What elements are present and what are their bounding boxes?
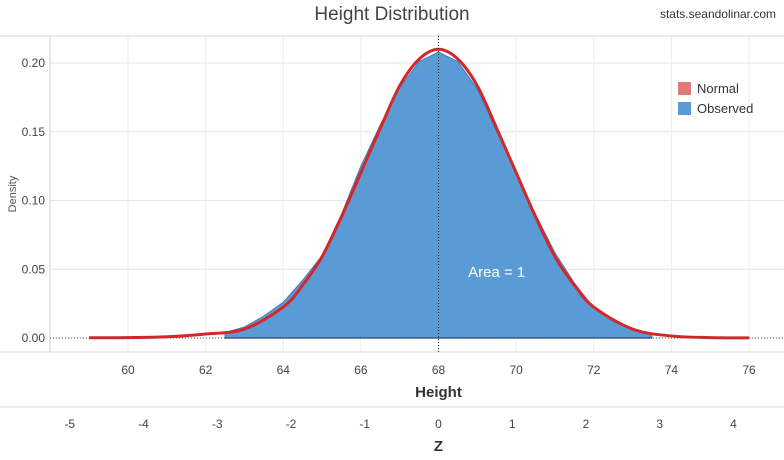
x-axis-title: Height xyxy=(415,384,462,401)
legend-swatch-normal[interactable] xyxy=(678,82,691,95)
z-axis-title: Z xyxy=(434,438,443,455)
z-tick-labels: -5 -4 -3 -2 -1 0 1 2 3 4 xyxy=(64,417,737,431)
legend[interactable]: Normal Observed xyxy=(678,81,753,116)
normal-line-layer xyxy=(89,47,750,340)
axes xyxy=(0,35,784,408)
legend-label-normal[interactable]: Normal xyxy=(697,81,739,96)
x-tick-label: 68 xyxy=(432,363,446,377)
x-tick-labels: 60 62 64 66 68 70 72 74 76 xyxy=(121,363,756,377)
x-tick-label: 62 xyxy=(199,363,213,377)
area-annotation: Area = 1 xyxy=(468,264,525,281)
chart-title: Height Distribution xyxy=(314,4,470,25)
z-tick-label: 3 xyxy=(656,417,663,431)
x-tick-label: 74 xyxy=(665,363,679,377)
x-tick-label: 60 xyxy=(121,363,135,377)
z-tick-label: -5 xyxy=(64,417,75,431)
legend-swatch-observed[interactable] xyxy=(678,102,691,115)
legend-label-observed[interactable]: Observed xyxy=(697,101,753,116)
z-tick-label: 2 xyxy=(583,417,590,431)
y-tick-label: 0.10 xyxy=(22,194,46,208)
source-label: stats.seandolinar.com xyxy=(659,7,776,21)
z-tick-label: -2 xyxy=(286,417,297,431)
z-tick-label: -3 xyxy=(212,417,223,431)
x-tick-label: 72 xyxy=(587,363,601,377)
y-tick-labels: 0.00 0.05 0.10 0.15 0.20 xyxy=(22,56,46,345)
z-tick-label: -1 xyxy=(359,417,370,431)
y-axis-title: Density xyxy=(7,175,19,212)
normal-line xyxy=(89,47,750,340)
z-tick-label: 0 xyxy=(435,417,442,431)
z-tick-label: -4 xyxy=(138,417,149,431)
x-tick-label: 66 xyxy=(354,363,368,377)
z-tick-label: 4 xyxy=(730,417,737,431)
y-tick-label: 0.00 xyxy=(22,331,46,345)
z-tick-label: 1 xyxy=(509,417,516,431)
y-tick-label: 0.15 xyxy=(22,125,46,139)
x-tick-label: 70 xyxy=(509,363,523,377)
y-tick-label: 0.20 xyxy=(22,56,46,70)
x-tick-label: 64 xyxy=(277,363,291,377)
y-tick-label: 0.05 xyxy=(22,262,46,276)
x-tick-label: 76 xyxy=(742,363,756,377)
